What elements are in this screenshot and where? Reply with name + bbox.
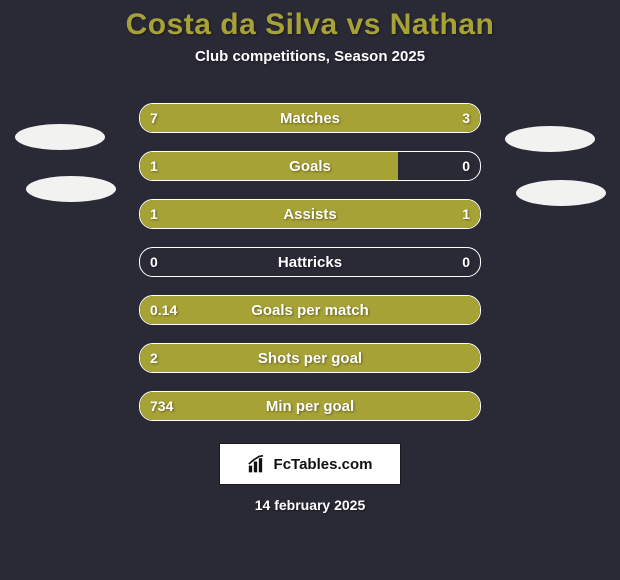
stat-label: Hattricks xyxy=(140,248,480,276)
team-logo-left-2 xyxy=(26,176,116,202)
stat-row: 734Min per goal xyxy=(139,391,481,421)
page-title: Costa da Silva vs Nathan xyxy=(0,8,620,42)
page-subtitle: Club competitions, Season 2025 xyxy=(0,48,620,65)
brand-badge[interactable]: FcTables.com xyxy=(219,443,401,485)
stat-label: Goals per match xyxy=(140,296,480,324)
team-logo-right-1 xyxy=(505,126,595,152)
chart-icon xyxy=(248,455,268,473)
stat-row: 10Goals xyxy=(139,151,481,181)
stat-label: Min per goal xyxy=(140,392,480,420)
stat-row: 11Assists xyxy=(139,199,481,229)
team-logo-right-2 xyxy=(516,180,606,206)
stat-label: Shots per goal xyxy=(140,344,480,372)
stat-row: 00Hattricks xyxy=(139,247,481,277)
stat-row: 0.14Goals per match xyxy=(139,295,481,325)
comparison-card: Costa da Silva vs Nathan Club competitio… xyxy=(0,0,620,580)
stat-label: Matches xyxy=(140,104,480,132)
stat-row: 2Shots per goal xyxy=(139,343,481,373)
stat-label: Assists xyxy=(140,200,480,228)
stats-list: 73Matches 10Goals 11Assists 00Hattricks 0.14… xyxy=(0,103,620,421)
date-label: 14 february 2025 xyxy=(0,497,620,513)
stat-row: 73Matches xyxy=(139,103,481,133)
team-logo-left-1 xyxy=(15,124,105,150)
brand-label: FcTables.com xyxy=(274,456,373,473)
stat-label: Goals xyxy=(140,152,480,180)
